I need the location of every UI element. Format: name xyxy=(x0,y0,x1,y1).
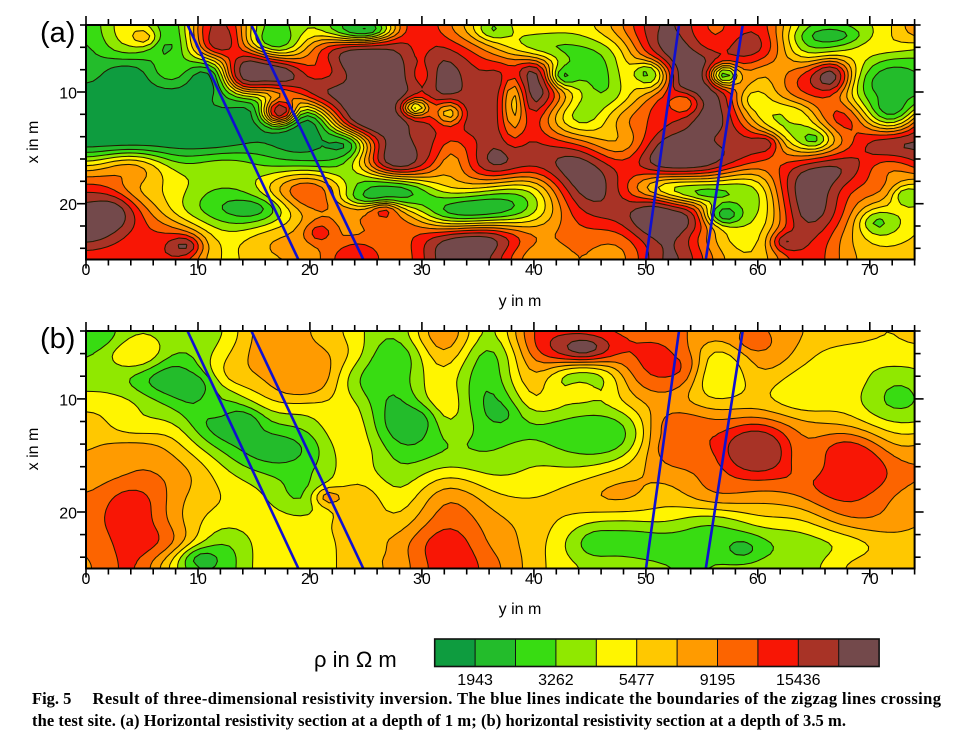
svg-text:20: 20 xyxy=(59,197,77,214)
svg-text:60: 60 xyxy=(749,571,767,588)
svg-text:70: 70 xyxy=(861,571,879,588)
svg-text:10: 10 xyxy=(59,86,77,103)
svg-text:60: 60 xyxy=(749,262,767,279)
svg-text:50: 50 xyxy=(637,571,655,588)
svg-text:10: 10 xyxy=(59,392,77,409)
svg-text:the test site. (a) Horizontal: the test site. (a) Horizontal resistivit… xyxy=(32,711,846,730)
svg-text:70: 70 xyxy=(861,262,879,279)
svg-text:30: 30 xyxy=(413,262,431,279)
svg-text:10: 10 xyxy=(189,571,207,588)
svg-text:40: 40 xyxy=(525,262,543,279)
svg-text:x in m: x in m xyxy=(25,428,42,471)
svg-text:10: 10 xyxy=(189,262,207,279)
svg-text:20: 20 xyxy=(301,262,319,279)
svg-text:1943: 1943 xyxy=(457,672,493,689)
svg-text:Result of three-dimensional re: Result of three-dimensional resistivity … xyxy=(93,689,942,708)
svg-text:(a): (a) xyxy=(40,17,75,49)
svg-text:20: 20 xyxy=(59,506,77,523)
svg-text:(b): (b) xyxy=(40,323,75,355)
svg-text:Fig. 5: Fig. 5 xyxy=(32,689,71,708)
svg-text:40: 40 xyxy=(525,571,543,588)
svg-text:50: 50 xyxy=(637,262,655,279)
svg-text:5477: 5477 xyxy=(619,672,655,689)
svg-text:y in m: y in m xyxy=(499,293,542,310)
svg-text:3262: 3262 xyxy=(538,672,574,689)
svg-text:ρ in Ω m: ρ in Ω m xyxy=(314,647,397,672)
svg-text:20: 20 xyxy=(301,571,319,588)
svg-text:30: 30 xyxy=(413,571,431,588)
svg-text:0: 0 xyxy=(82,262,91,279)
svg-text:0: 0 xyxy=(82,571,91,588)
svg-text:y in m: y in m xyxy=(499,601,542,618)
svg-text:15436: 15436 xyxy=(776,672,821,689)
svg-text:9195: 9195 xyxy=(700,672,736,689)
svg-text:x in m: x in m xyxy=(25,121,42,164)
